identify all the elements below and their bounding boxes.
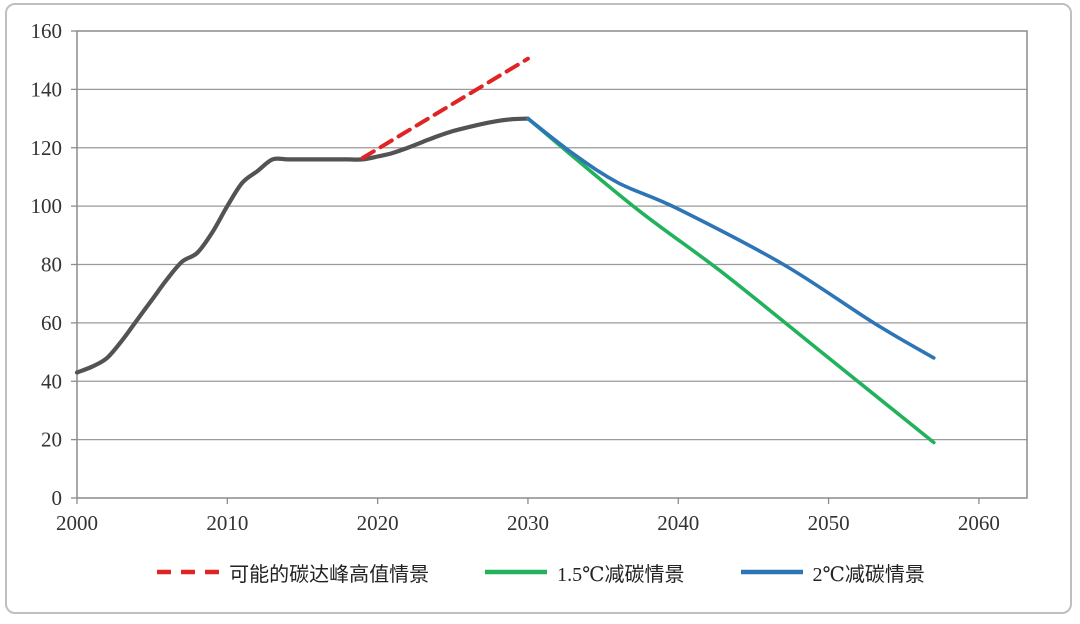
y-axis-label: 160 xyxy=(31,19,63,43)
legend-item-2: 1.5℃减碳情景 xyxy=(483,558,685,587)
x-axis-label: 2010 xyxy=(206,511,248,535)
y-axis-label: 100 xyxy=(31,194,63,218)
legend-marker-dashed-icon xyxy=(157,569,220,575)
x-axis-label: 2060 xyxy=(958,511,1000,535)
y-axis-label: 60 xyxy=(41,311,62,335)
y-axis-label: 20 xyxy=(41,428,62,452)
legend-item-1: 可能的碳达峰高值情景 xyxy=(155,558,429,587)
legend-marker-line-icon xyxy=(740,569,803,575)
chart-legend: 可能的碳达峰高值情景 1.5℃减碳情景 2℃减碳情景 xyxy=(0,554,1080,590)
series-reduction-2c xyxy=(526,116,936,360)
y-axis-label: 120 xyxy=(31,136,63,160)
y-axis-label: 80 xyxy=(41,253,62,277)
legend-label: 1.5℃减碳情景 xyxy=(557,563,685,586)
y-axis-label: 0 xyxy=(52,486,63,510)
legend-marker-line-icon xyxy=(485,569,548,575)
legend-item-3: 2℃减碳情景 xyxy=(739,558,925,587)
x-axis-label: 2000 xyxy=(56,511,98,535)
x-axis-label: 2050 xyxy=(808,511,850,535)
x-axis-label: 2020 xyxy=(357,511,399,535)
x-axis-label: 2040 xyxy=(657,511,699,535)
legend-label: 可能的碳达峰高值情景 xyxy=(229,563,430,586)
series-reduction-1p5c xyxy=(526,116,936,445)
x-axis-label: 2030 xyxy=(507,511,549,535)
chart-card xyxy=(5,3,1072,614)
legend-label: 2℃减碳情景 xyxy=(812,563,925,586)
y-axis-label: 40 xyxy=(41,369,62,393)
series-peak-high-scenario xyxy=(360,56,530,160)
y-axis-label: 140 xyxy=(31,77,63,101)
series-historical-emissions xyxy=(74,116,530,375)
